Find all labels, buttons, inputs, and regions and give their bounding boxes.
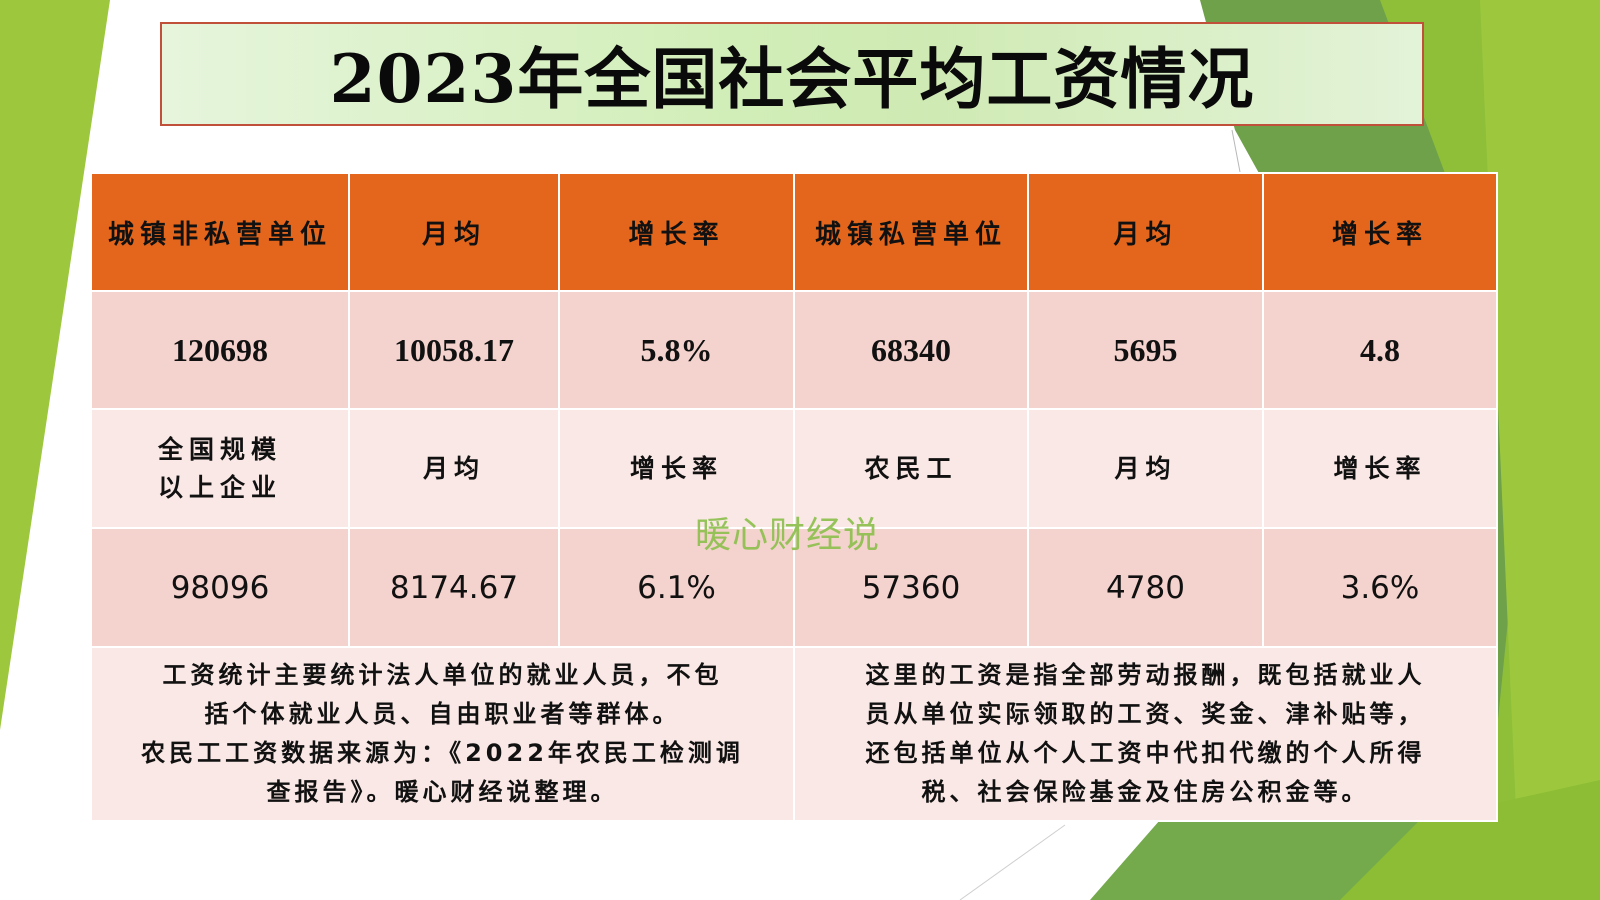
header-urban-private: 城镇私营单位 [793, 172, 1029, 292]
notes-row: 工资统计主要统计法人单位的就业人员，不包 括个体就业人员、自由职业者等群体。 农… [90, 646, 1498, 822]
cell-annual-private: 68340 [793, 290, 1029, 410]
note-right: 这里的工资是指全部劳动报酬，既包括就业人 员从单位实际领取的工资、奖金、津补贴等… [793, 646, 1498, 822]
cell-annual-enterprises: 98096 [90, 527, 350, 648]
cell-growth-private: 4.8 [1262, 290, 1498, 410]
label-line: 全国规模 [157, 434, 282, 464]
header-monthly-avg: 月均 [1027, 172, 1264, 292]
watermark: 暖心财经说 [695, 515, 881, 556]
note-line: 员从单位实际领取的工资、奖金、津补贴等， [865, 700, 1426, 728]
cell-monthly-non-private: 10058.17 [348, 290, 560, 410]
label-monthly-avg: 月均 [348, 408, 560, 529]
cell-growth-enterprises: 6.1% [558, 527, 795, 648]
note-line: 这里的工资是指全部劳动报酬，既包括就业人 [865, 661, 1426, 689]
note-line: 查报告》。暖心财经说整理。 [266, 778, 619, 806]
note-line: 还包括单位从个人工资中代扣代缴的个人所得 [865, 739, 1426, 767]
wage-table: 城镇非私营单位 月均 增长率 城镇私营单位 月均 增长率 120698 1005… [90, 172, 1498, 822]
header-growth-rate: 增长率 [558, 172, 795, 292]
cell-growth-migrant: 3.6% [1262, 527, 1498, 648]
label-line: 以上企业 [157, 472, 282, 502]
note-line: 工资统计主要统计法人单位的就业人员，不包 [162, 661, 723, 689]
cell-monthly-migrant: 4780 [1027, 527, 1264, 648]
title-banner: 2023年全国社会平均工资情况 [160, 22, 1424, 126]
note-left: 工资统计主要统计法人单位的就业人员，不包 括个体就业人员、自由职业者等群体。 农… [90, 646, 795, 822]
label-growth-rate: 增长率 [1262, 408, 1498, 529]
cell-growth-non-private: 5.8% [558, 290, 795, 410]
note-line: 农民工工资数据来源为：《2022年农民工检测调 [141, 739, 744, 767]
table-row: 120698 10058.17 5.8% 68340 5695 4.8 [90, 290, 1498, 410]
cell-monthly-enterprises: 8174.67 [348, 527, 560, 648]
cell-annual-non-private: 120698 [90, 290, 350, 410]
note-line: 括个体就业人员、自由职业者等群体。 [204, 700, 681, 728]
label-migrant-workers: 农民工 [793, 408, 1029, 529]
table-header-row: 城镇非私营单位 月均 增长率 城镇私营单位 月均 增长率 [90, 172, 1498, 292]
label-growth-rate: 增长率 [558, 408, 795, 529]
header-monthly-avg: 月均 [348, 172, 560, 292]
label-monthly-avg: 月均 [1027, 408, 1264, 529]
cell-monthly-private: 5695 [1027, 290, 1264, 410]
table-row: 98096 8174.67 6.1% 57360 4780 3.6% [90, 527, 1498, 648]
label-large-enterprises: 全国规模 以上企业 [90, 408, 350, 529]
table-label-row: 全国规模 以上企业 月均 增长率 农民工 月均 增长率 [90, 408, 1498, 529]
cell-annual-migrant: 57360 [793, 527, 1029, 648]
header-growth-rate: 增长率 [1262, 172, 1498, 292]
header-urban-non-private: 城镇非私营单位 [90, 172, 350, 292]
page-title: 2023年全国社会平均工资情况 [329, 40, 1255, 118]
note-line: 税、社会保险基金及住房公积金等。 [921, 778, 1370, 806]
